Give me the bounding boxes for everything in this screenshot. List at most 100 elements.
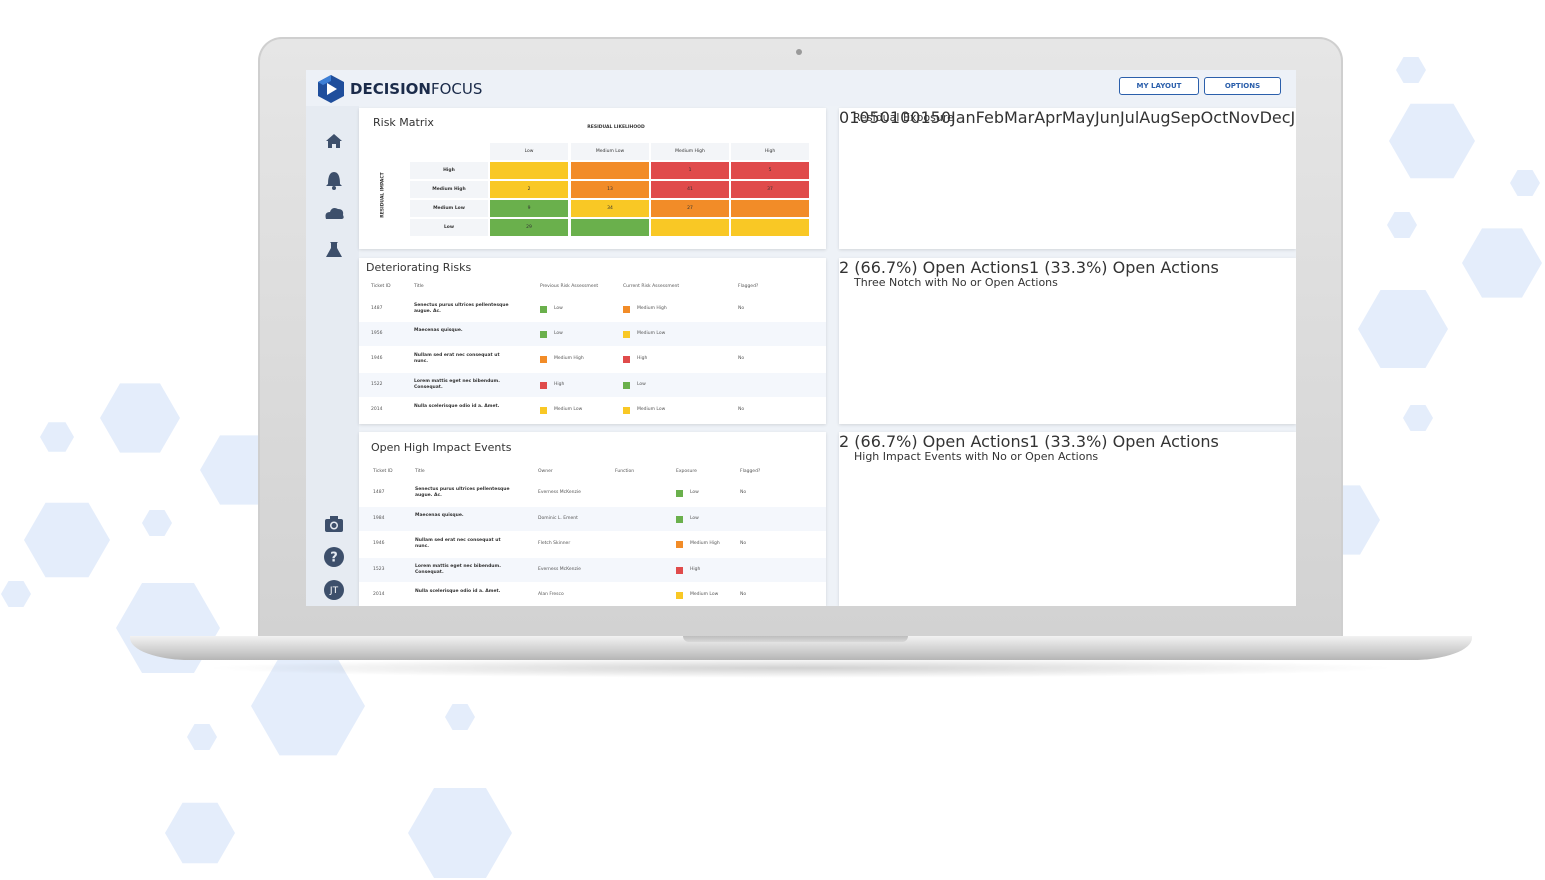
column-header: Previous Risk Assessment [540,284,599,289]
x-tick-label: Jan [1290,108,1296,127]
my-layout-button[interactable]: MY LAYOUT [1119,77,1199,95]
x-tick-label: Jul [1119,108,1140,127]
table-cell: 1956 [371,331,383,336]
level-swatch [540,330,547,338]
level-text: Medium Low [690,592,719,597]
table-cell: No [740,490,747,495]
options-button[interactable]: OPTIONS [1204,77,1281,95]
table-cell: Nulla scelerisque odio id a. Amet. [415,589,501,594]
level-text: Medium Low [637,331,666,336]
x-tick-label: Dec [1259,108,1291,127]
hie-gauge-panel: High Impact Events with No or Open Actio… [839,432,1296,606]
row-band [359,481,826,505]
y-tick-label: 0 [839,108,850,127]
row-band [359,507,826,531]
hexagon [40,422,74,452]
hexagon [1510,170,1540,196]
level-swatch [676,566,683,574]
line-chart: 01050100150JanFebMarAprMayJunJulAugSepOc… [839,108,1296,127]
hexagon [408,788,512,878]
level-swatch [540,381,547,389]
flask-icon[interactable] [326,242,342,257]
level-text: Medium High [690,541,720,546]
row-band [359,297,826,321]
open-hie-panel: Open High Impact Events Ticket ID Title Own… [359,432,826,606]
matrix-cell: 29 [490,219,568,236]
x-tick-label: Oct [1200,108,1229,127]
level-text: Medium High [637,306,667,311]
table-cell: Fletch Skinner [538,541,571,546]
hexagon [1462,228,1542,298]
hexagon [1,581,31,607]
home-icon[interactable] [326,134,342,148]
x-tick-label: Mar [1004,108,1035,127]
svg-text:?: ? [330,551,338,566]
dashboard-screen: DECISIONFOCUS MY LAYOUT OPTIONS ? JT Ris… [306,70,1296,606]
cloud-icon[interactable] [325,208,344,219]
matrix-cell: 41 [651,181,729,198]
table-cell: 2014 [373,592,385,597]
level-text: Low [637,382,646,387]
row-band [359,532,826,556]
hexagon [1387,212,1417,238]
table-cell: No [738,356,745,361]
matrix-cell [571,162,649,179]
y-axis-label: RESIDUAL IMPACT [380,172,386,218]
matrix-cell: 37 [731,181,809,198]
level-swatch [623,355,630,363]
row-band [359,322,826,346]
table-cell: Everness McKenzie [538,490,581,495]
matrix-cell: 9 [490,200,568,217]
row-band [359,583,826,606]
level-text: Medium Low [554,407,583,412]
x-tick-label: Jan [951,108,976,127]
column-header: Current Risk Assessment [623,284,680,289]
x-axis-label: RESIDUAL LIKELIHOOD [587,125,645,130]
table-cell: Dominic L. Ement [538,516,578,521]
matrix-cell: 34 [571,200,649,217]
table-cell: 1946 [373,541,385,546]
row-header: Medium High [410,181,488,198]
table-cell: 1522 [371,382,383,387]
help-icon[interactable]: ? [324,547,344,567]
column-header: Flagged? [740,469,761,474]
row-band [359,398,826,422]
matrix-cell [731,200,809,217]
x-tick-label: Nov [1228,108,1260,127]
table-cell: Senectus purus ultrices pellentesque aug… [414,303,509,314]
bell-icon[interactable] [326,172,342,190]
column-header: High [731,143,809,160]
table-cell: 1946 [371,356,383,361]
y-tick-label: 150 [920,108,951,127]
hexagon [1358,290,1448,368]
hexagon [100,383,180,453]
hexagon [24,502,110,578]
column-header: Ticket ID [371,284,391,289]
level-text: Medium Low [637,407,666,412]
risk-matrix-panel: Risk Matrix RESIDUAL LIKELIHOOD RESIDUAL I… [359,108,826,249]
gauge-label: 1 (33.3%) Open Actions [1028,432,1219,451]
table-cell: Maecenas quisque. [415,513,464,518]
panel-title: Deteriorating Risks [366,261,472,274]
row-header: Low [410,219,488,236]
hexagon [165,802,235,864]
row-header: Medium Low [410,200,488,217]
deteriorating-risks-panel: Deteriorating Risks Ticket ID Title Previou… [359,258,826,424]
camera-icon[interactable] [325,516,343,532]
x-tick-label: May [1061,108,1095,127]
column-header: Title [414,284,424,289]
table-cell: No [738,407,745,412]
panel-title: Residual Exposure [853,111,954,124]
table-cell: 2014 [371,407,383,412]
matrix-cell [731,219,809,236]
table-cell: Nullam sed erat nec consequat ut nunc. [414,353,500,364]
panel-title: Risk Matrix [373,116,434,129]
level-swatch [676,591,683,599]
sidebar-icons: ? JT [324,134,344,600]
level-swatch [623,330,630,338]
level-swatch [540,305,547,313]
avatar[interactable] [324,580,344,600]
logo-bold: DECISION [350,80,431,98]
level-swatch [623,305,630,313]
